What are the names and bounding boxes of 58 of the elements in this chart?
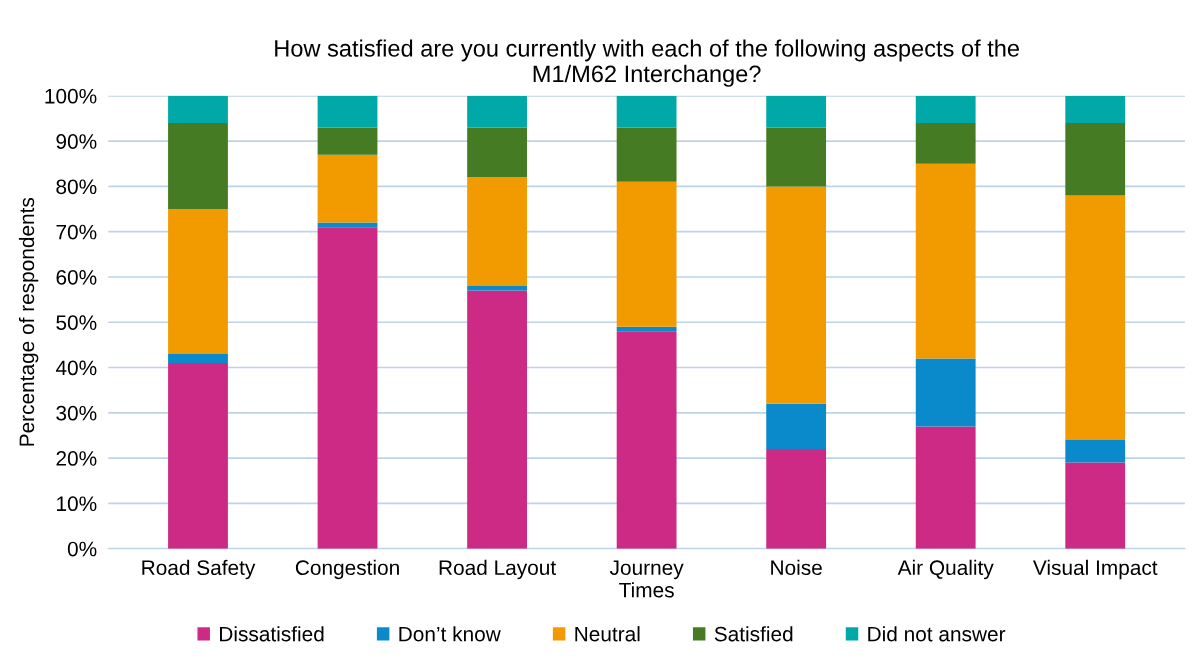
- legend-label: Don’t know: [399, 626, 501, 642]
- legend-label: Dissatisfied: [220, 626, 324, 642]
- bar: [1065, 195, 1126, 440]
- bar: [467, 127, 527, 178]
- bar: [915, 163, 976, 359]
- x-tick-label: Visual Impact: [1032, 559, 1158, 580]
- bar: [1065, 123, 1126, 196]
- bar: [915, 123, 976, 164]
- x-tick-label: Congestion: [295, 559, 399, 580]
- bar: [915, 426, 976, 549]
- y-tick-label: 10%: [57, 496, 97, 512]
- bar: [1065, 95, 1126, 124]
- x-tick-label: Road Layout: [439, 559, 556, 580]
- legend-label: Neutral: [575, 626, 640, 642]
- bar: [317, 95, 378, 128]
- y-tick-label: 90%: [56, 134, 97, 149]
- y-tick-label: 30%: [56, 405, 97, 421]
- bar: [766, 127, 827, 187]
- bar: [1065, 439, 1126, 463]
- bar: [168, 123, 228, 210]
- y-tick-label: 60%: [56, 269, 97, 285]
- bar: [766, 449, 827, 549]
- y-tick-label: 40%: [55, 360, 97, 376]
- bar: [467, 290, 527, 549]
- x-tick-label: Air Quality: [897, 559, 994, 580]
- bar: [915, 95, 976, 124]
- bar: [766, 186, 827, 404]
- bar: [616, 331, 677, 549]
- y-axis-title: Percentage of respondents: [18, 197, 39, 446]
- bar: [467, 177, 527, 287]
- bar: [766, 95, 827, 128]
- legend-label: Satisfied: [714, 626, 793, 642]
- y-tick-label: 0%: [67, 541, 97, 557]
- bar: [317, 127, 378, 155]
- bar: [467, 95, 527, 128]
- bar: [616, 127, 677, 182]
- bar: [168, 353, 228, 363]
- bar: [168, 209, 228, 354]
- bar: [467, 286, 527, 291]
- bar: [168, 362, 228, 549]
- bar: [915, 358, 976, 427]
- y-tick-label: 50%: [56, 315, 97, 330]
- chart-title: How satisfied are you currently with each of the following aspects of the M1/M62 Interchange?: [275, 39, 1019, 87]
- bar: [616, 181, 677, 327]
- y-tick-label: 20%: [56, 451, 97, 466]
- bar: [616, 95, 677, 128]
- bar: [1065, 462, 1126, 549]
- y-tick-label: 100%: [45, 88, 97, 104]
- bar: [766, 403, 827, 450]
- x-tick-label: Journey Times: [609, 560, 684, 598]
- y-tick-label: 70%: [56, 224, 97, 240]
- legend-label: Did not answer: [868, 626, 1006, 642]
- x-tick-label: Noise: [771, 559, 822, 576]
- bar: [168, 95, 228, 124]
- bar: [317, 227, 378, 549]
- bar: [317, 154, 378, 223]
- x-tick-label: Road Safety: [142, 559, 256, 580]
- y-tick-label: 80%: [56, 179, 97, 195]
